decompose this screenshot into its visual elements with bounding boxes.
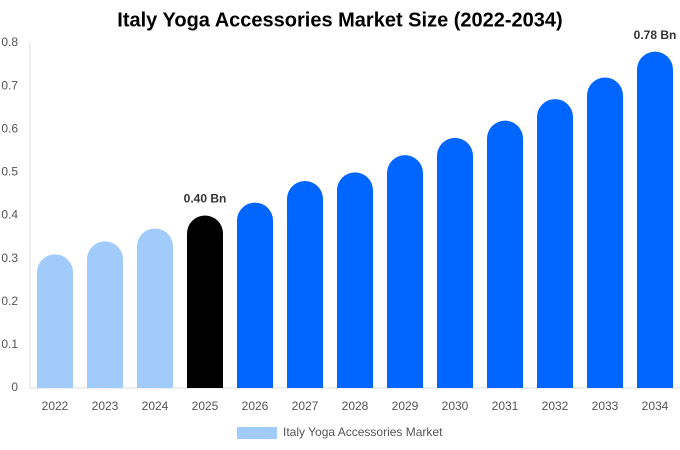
- y-tick-label: 0.2: [1, 294, 18, 308]
- data-label: 0.78 Bn: [634, 28, 677, 42]
- bar: [537, 99, 573, 388]
- bar: [37, 254, 73, 388]
- x-tick-label: 2025: [192, 399, 219, 413]
- x-tick-label: 2023: [92, 399, 119, 413]
- y-tick-label: 0.3: [1, 251, 18, 265]
- x-tick-label: 2024: [142, 399, 169, 413]
- x-tick-label: 2022: [42, 399, 69, 413]
- y-tick-label: 0.7: [1, 78, 18, 92]
- bar: [637, 51, 673, 388]
- x-tick-label: 2027: [292, 399, 319, 413]
- x-tick-label: 2033: [592, 399, 619, 413]
- bar: [87, 241, 123, 388]
- chart-title: Italy Yoga Accessories Market Size (2022…: [117, 9, 562, 31]
- bar: [237, 202, 273, 388]
- y-tick-label: 0.6: [1, 121, 18, 135]
- bar: [587, 77, 623, 389]
- x-tick-label: 2028: [342, 399, 369, 413]
- x-tick-label: 2032: [542, 399, 569, 413]
- bar: [137, 228, 173, 388]
- bar: [287, 181, 323, 388]
- bar: [437, 137, 473, 388]
- y-tick-label: 0: [11, 380, 18, 394]
- x-tick-label: 2030: [442, 399, 469, 413]
- bar: [387, 155, 423, 388]
- y-tick-label: 0.5: [1, 165, 18, 179]
- legend-label: Italy Yoga Accessories Market: [283, 425, 443, 439]
- legend-swatch: [237, 427, 277, 439]
- y-tick-label: 0.1: [1, 337, 18, 351]
- bar: [487, 120, 523, 388]
- x-tick-label: 2034: [642, 399, 669, 413]
- x-tick-label: 2029: [392, 399, 419, 413]
- x-tick-label: 2026: [242, 399, 269, 413]
- y-tick-label: 0.4: [1, 208, 18, 222]
- bar: [337, 172, 373, 388]
- data-label: 0.40 Bn: [184, 192, 227, 206]
- x-tick-label: 2031: [492, 399, 519, 413]
- y-tick-label: 0.8: [1, 35, 18, 49]
- bar: [187, 215, 223, 388]
